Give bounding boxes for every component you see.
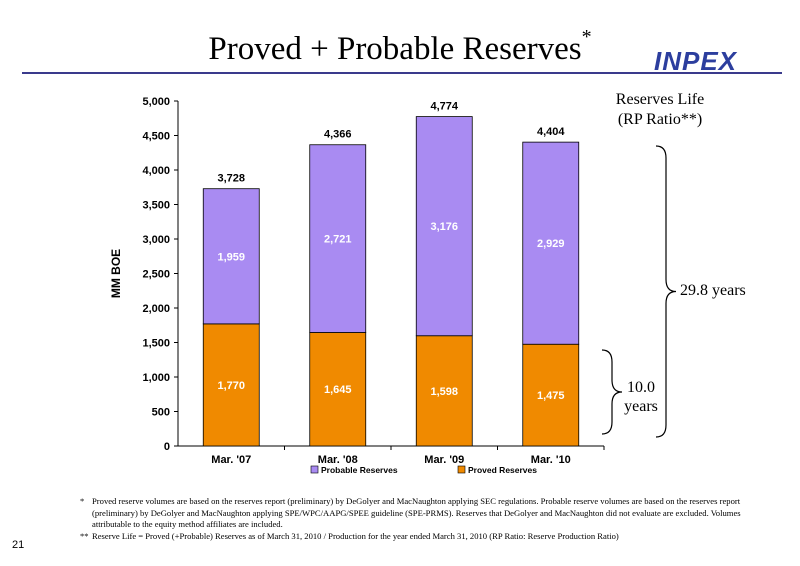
brace-total-reserves	[655, 145, 677, 438]
proved-years-value: 10.0	[627, 379, 655, 396]
y-axis-label: MM BOE	[109, 249, 123, 298]
data-label-proved: 1,475	[537, 390, 565, 402]
x-tick-label: Mar. '10	[531, 454, 571, 466]
y-tick-label: 5,000	[142, 96, 170, 108]
bar-proved	[309, 332, 367, 447]
bar-proved	[415, 335, 473, 447]
legend-label: Probable Reserves	[321, 465, 398, 475]
legend-swatch	[310, 465, 319, 474]
bar-proved	[202, 323, 260, 447]
data-label-total: 3,728	[217, 173, 245, 185]
y-tick-label: 2,500	[142, 269, 170, 281]
page-title-text: Proved + Probable Reserves	[208, 31, 582, 67]
data-label-total: 4,774	[430, 101, 458, 113]
bar-probable	[309, 144, 367, 333]
x-tick-label: Mar. '08	[318, 454, 358, 466]
title-footnote-mark: *	[581, 26, 592, 48]
reserves-life-line1: Reserves Life	[615, 91, 705, 108]
x-tick-label: Mar. '07	[211, 454, 251, 466]
bar-proved	[522, 343, 580, 447]
company-logo: INPEX	[654, 46, 738, 76]
y-tick-label: 1,500	[142, 338, 170, 350]
footnote-1-text: Proved reserve volumes are based on the …	[92, 496, 741, 529]
y-tick-label: 4,500	[142, 131, 170, 143]
reserves-life-label: Reserves Life (RP Ratio**)	[600, 90, 720, 130]
bar-probable	[522, 141, 580, 345]
title-divider	[22, 72, 782, 74]
footnote-1-mark: *	[80, 496, 85, 506]
footnote-2-mark: **	[80, 530, 89, 541]
footnotes: * Proved reserve volumes are based on th…	[80, 496, 760, 542]
bar-probable	[415, 116, 473, 337]
y-tick-label: 3,000	[142, 234, 170, 246]
y-tick-label: 2,000	[142, 303, 170, 315]
proved-reserves-life: 10.0 years	[618, 378, 664, 416]
y-tick-label: 500	[152, 407, 170, 419]
data-label-probable: 3,176	[430, 221, 458, 233]
reserves-life-line2: (RP Ratio**)	[617, 111, 703, 128]
y-tick-label: 4,000	[142, 165, 170, 177]
legend-label: Proved Reserves	[468, 465, 537, 475]
data-label-probable: 2,929	[537, 238, 565, 250]
data-label-proved: 1,598	[430, 386, 458, 398]
total-reserves-life: 29.8 years	[680, 282, 746, 299]
y-tick-label: 3,500	[142, 200, 170, 212]
data-label-total: 4,404	[537, 126, 565, 138]
data-label-total: 4,366	[324, 129, 352, 141]
y-tick-label: 1,000	[142, 372, 170, 384]
bar-probable	[202, 188, 260, 325]
footnote-2: ** Reserve Life = Proved (+Probable) Res…	[80, 531, 760, 543]
footnote-1: * Proved reserve volumes are based on th…	[80, 496, 760, 531]
brace-proved-reserves	[601, 349, 623, 435]
data-label-proved: 1,770	[217, 380, 245, 392]
x-tick-label: Mar. '09	[424, 454, 464, 466]
page-number: 21	[12, 539, 25, 551]
footnote-2-text: Reserve Life = Proved (+Probable) Reserv…	[92, 530, 619, 541]
data-label-probable: 1,959	[217, 251, 245, 263]
proved-years-unit: years	[624, 398, 658, 415]
data-label-probable: 2,721	[324, 234, 352, 246]
data-label-proved: 1,645	[324, 384, 352, 396]
y-tick-label: 0	[164, 441, 170, 453]
page-title: Proved + Probable Reserves*	[0, 26, 800, 68]
legend-swatch	[457, 465, 466, 474]
